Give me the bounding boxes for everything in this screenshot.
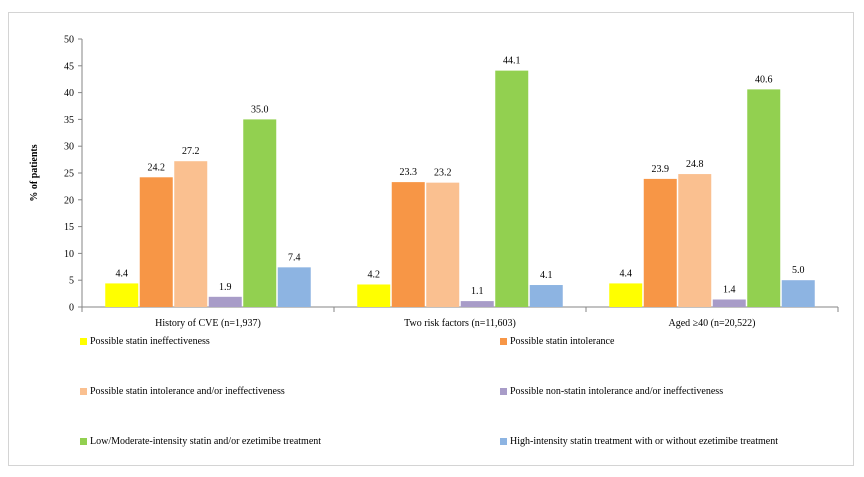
data-label: 1.4 xyxy=(723,284,736,295)
bar xyxy=(460,301,494,307)
y-tick-label: 40 xyxy=(64,88,74,99)
y-tick-label: 10 xyxy=(64,249,74,260)
bar xyxy=(208,296,242,307)
bar xyxy=(609,283,643,307)
chart-frame xyxy=(8,12,854,466)
data-label: 23.3 xyxy=(400,167,418,178)
y-tick-label: 5 xyxy=(69,276,74,287)
data-label: 1.1 xyxy=(471,286,484,297)
bar xyxy=(712,299,746,307)
y-tick-label: 45 xyxy=(64,61,74,72)
axes: 0 5 10 15 20 25 30 35 40 45 50 History of CVE (n=1,… xyxy=(64,35,839,329)
y-tick-label: 15 xyxy=(64,222,74,233)
bar xyxy=(426,182,460,307)
data-label: 44.1 xyxy=(503,56,521,67)
y-tick-label: 25 xyxy=(64,169,74,180)
y-tick-label: 0 xyxy=(69,303,74,314)
y-tick-label: 35 xyxy=(64,115,74,126)
bar xyxy=(139,177,173,307)
data-label: 7.4 xyxy=(288,252,301,263)
bar xyxy=(529,285,563,307)
bar xyxy=(174,161,208,307)
data-label: 1.9 xyxy=(219,282,232,293)
data-label: 35.0 xyxy=(251,104,269,115)
bar xyxy=(105,283,139,307)
data-label: 23.2 xyxy=(434,168,452,179)
bar xyxy=(747,89,781,307)
x-tick-label: Aged ≥40 (n=20,522) xyxy=(669,318,756,329)
data-label: 4.4 xyxy=(116,268,129,279)
y-tick-label: 50 xyxy=(64,35,74,46)
data-label: 23.9 xyxy=(652,164,670,175)
bar xyxy=(495,70,529,308)
x-tick-label: History of CVE (n=1,937) xyxy=(155,318,261,329)
bar xyxy=(243,119,277,308)
bar xyxy=(781,280,815,307)
data-label: 24.8 xyxy=(686,159,704,170)
data-label: 5.0 xyxy=(792,265,805,276)
bar xyxy=(357,284,391,307)
y-axis-label: % of patients xyxy=(29,144,40,201)
data-label: 24.2 xyxy=(148,162,166,173)
data-label: 40.6 xyxy=(755,74,773,85)
data-label: 4.4 xyxy=(620,268,633,279)
x-tick-label: Two risk factors (n=11,603) xyxy=(404,318,516,329)
bar xyxy=(678,174,712,307)
y-tick-label: 30 xyxy=(64,142,74,153)
data-label: 27.2 xyxy=(182,146,200,157)
bar xyxy=(277,267,311,307)
bar xyxy=(391,182,425,307)
data-label: 4.2 xyxy=(368,269,381,280)
bars: 4.4 24.2 27.2 1.9 35.0 7.4 4.2 23.3 23.2 1.1 44.1 4… xyxy=(105,56,815,308)
y-tick-label: 20 xyxy=(64,195,74,206)
data-label: 4.1 xyxy=(540,270,553,281)
bar xyxy=(643,178,677,307)
